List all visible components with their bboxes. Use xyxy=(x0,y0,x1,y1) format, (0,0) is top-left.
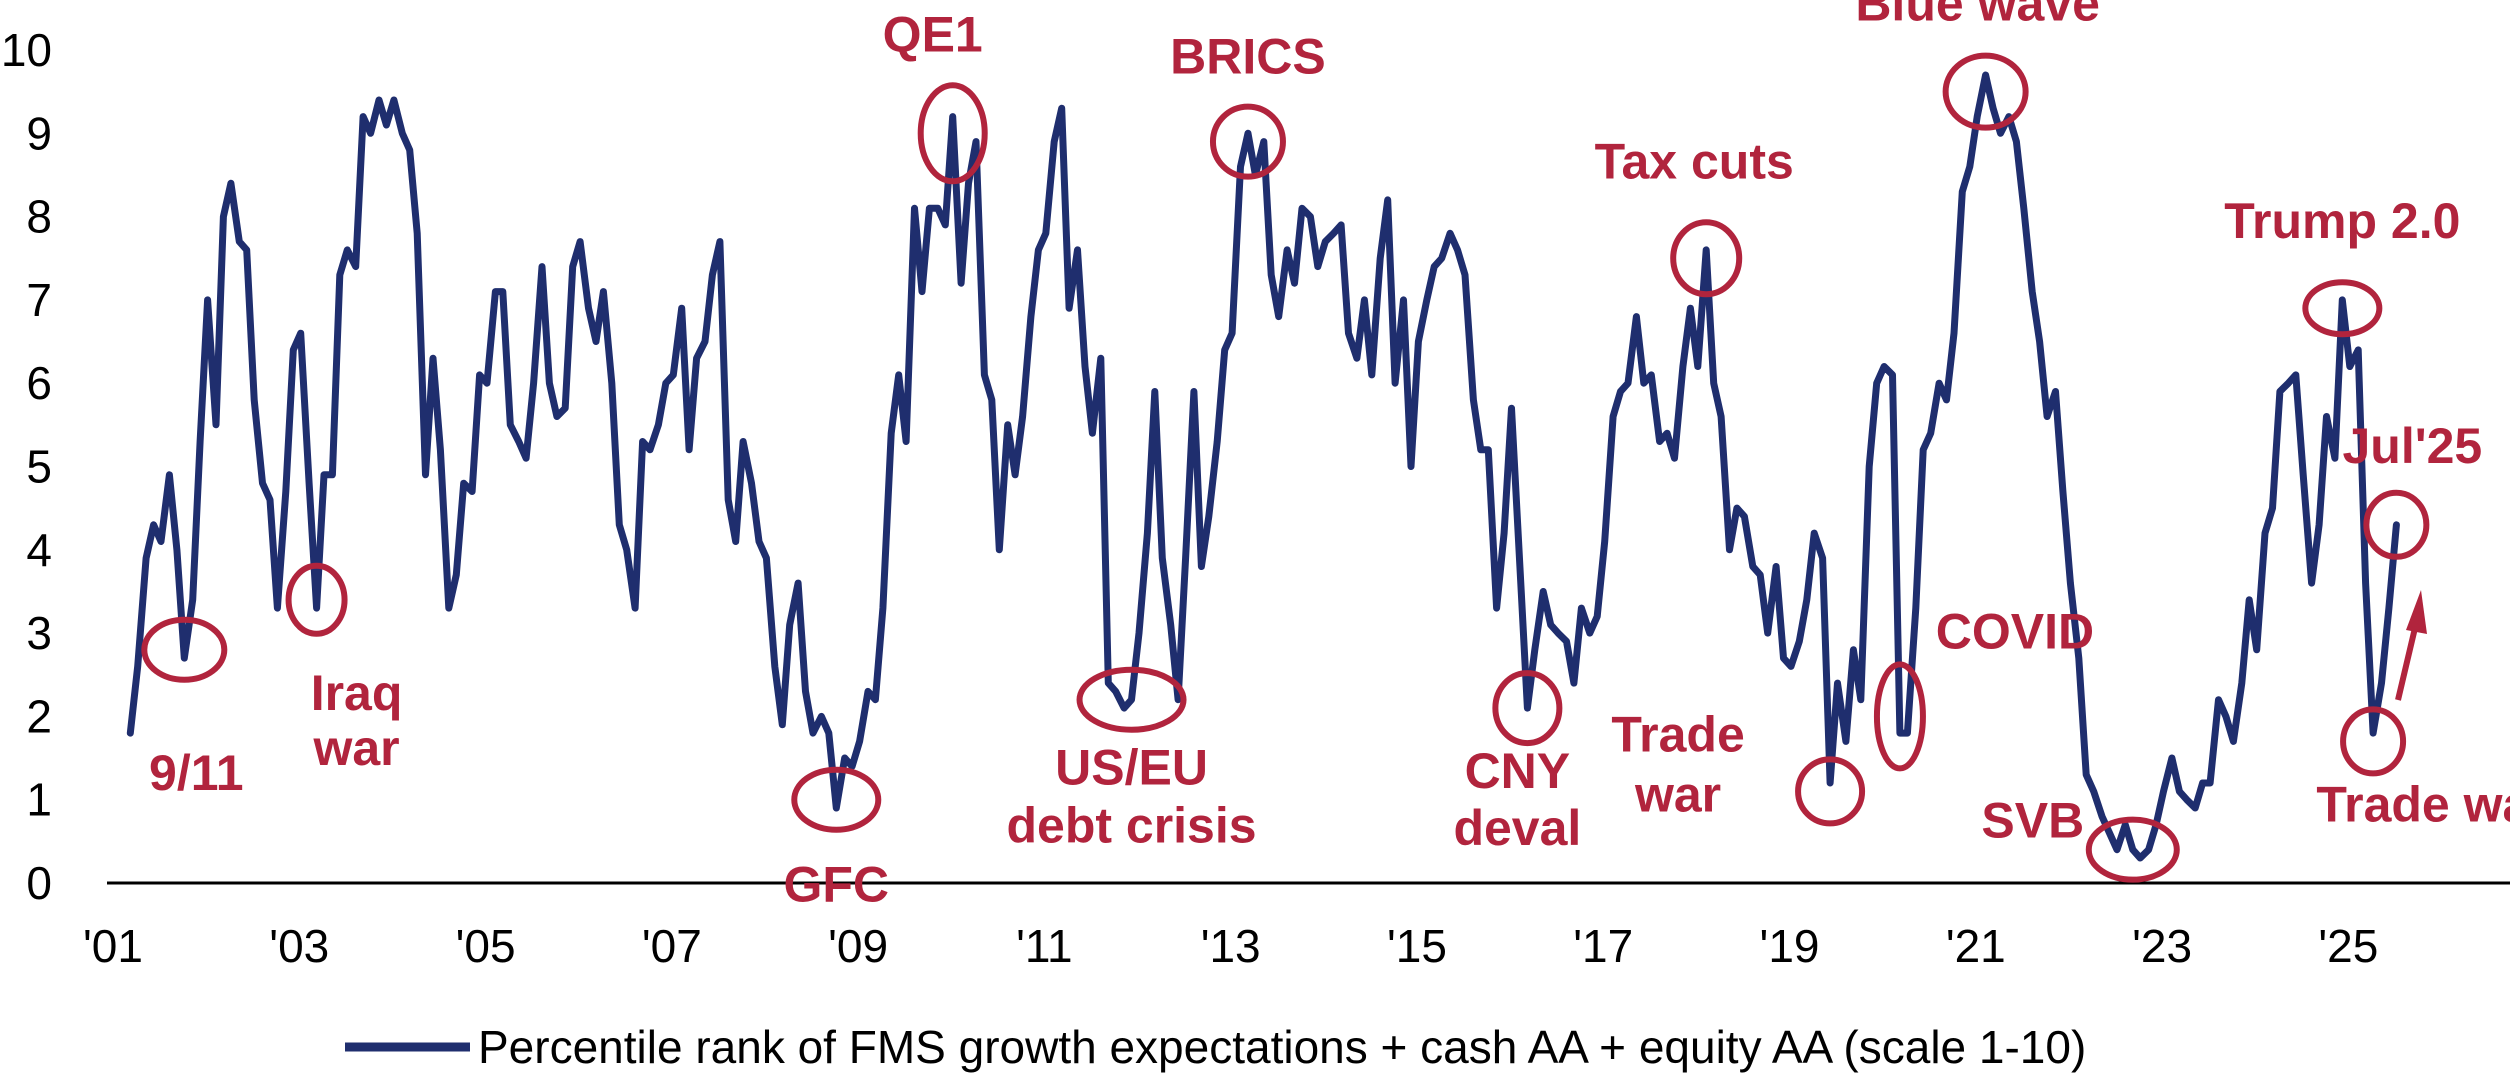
event-label: Jul'25 xyxy=(2342,418,2482,474)
x-tick-label: '03 xyxy=(269,920,329,972)
event-label: 9/11 xyxy=(149,745,244,801)
y-tick-label: 8 xyxy=(26,191,52,243)
y-tick-label: 2 xyxy=(26,690,52,742)
event-highlight-circle xyxy=(791,766,882,833)
event-label: Trade war xyxy=(1611,706,1744,822)
y-tick-label: 0 xyxy=(26,857,52,909)
y-tick-label: 5 xyxy=(26,441,52,493)
event-label: Tax cuts xyxy=(1595,133,1794,189)
y-tick-label: 10 xyxy=(1,24,52,76)
x-tick-label: '07 xyxy=(642,920,702,972)
x-tick-label: '05 xyxy=(456,920,516,972)
y-tick-label: 7 xyxy=(26,274,52,326)
event-label: Trump 2.0 xyxy=(2224,193,2460,249)
x-axis: '01 '03 '05 '07 '09 '11 '13 '15 '17 '19 '21 '23 '25 xyxy=(83,881,2510,972)
x-tick-label: '15 xyxy=(1387,920,1447,972)
legend-label: Percentile rank of FMS growth expectatio… xyxy=(478,1021,2086,1073)
event-label: SVB xyxy=(1981,793,2084,849)
event-highlight-circle xyxy=(1942,52,2029,131)
event-highlight-circle xyxy=(285,562,348,637)
x-tick-label: '11 xyxy=(1016,920,1073,972)
series-line xyxy=(126,71,2400,862)
event-label: QE1 xyxy=(883,6,983,62)
event-highlight-circle xyxy=(2363,489,2430,560)
event-highlight-circle xyxy=(1670,219,1743,298)
y-tick-label: 1 xyxy=(26,774,52,826)
event-label: Blue wave xyxy=(1855,0,2100,32)
x-tick-label: '19 xyxy=(1760,920,1820,972)
series-layer xyxy=(126,71,2400,862)
event-label: CNY deval xyxy=(1453,743,1581,856)
x-tick-label: '01 xyxy=(83,920,143,972)
x-tick-label: '21 xyxy=(1946,920,2006,972)
event-label: Trade war xyxy=(2316,776,2510,832)
upward-trend-arrow-icon xyxy=(2395,627,2418,701)
y-axis: 0 1 2 3 4 5 6 7 8 9 10 xyxy=(1,24,52,909)
x-tick-label: '13 xyxy=(1201,920,1261,972)
arrow-head-icon xyxy=(2406,590,2427,634)
x-tick-label: '09 xyxy=(828,920,888,972)
event-highlight-circle xyxy=(2085,816,2180,883)
event-label: GFC xyxy=(784,857,890,913)
event-highlight-circle xyxy=(1873,661,1926,772)
y-tick-label: 6 xyxy=(26,357,52,409)
x-tick-label: '25 xyxy=(2318,920,2378,972)
x-tick-label: '23 xyxy=(2132,920,2192,972)
event-highlight-circle xyxy=(1492,670,1563,747)
legend: Percentile rank of FMS growth expectatio… xyxy=(345,1021,2086,1073)
event-highlight-circle xyxy=(141,616,228,683)
y-tick-label: 9 xyxy=(26,107,52,159)
y-tick-label: 3 xyxy=(26,607,52,659)
event-highlight-circle xyxy=(2340,706,2407,777)
event-label: COVID xyxy=(1936,603,2094,659)
event-highlight-circle xyxy=(1076,666,1187,733)
event-highlight-circle xyxy=(1209,103,1286,180)
event-highlight-circle xyxy=(1795,756,1866,827)
event-highlight-circle xyxy=(917,82,988,185)
x-tick-label: '17 xyxy=(1573,920,1633,972)
annotation-layer: 9/11 Iraq war GFC QE1 US/EU debt crisis BRICS CN… xyxy=(141,0,2510,913)
event-label: Iraq war xyxy=(311,665,403,776)
y-tick-label: 4 xyxy=(26,524,52,576)
event-highlight-circle xyxy=(2302,279,2383,338)
event-label: US/EU debt crisis xyxy=(1006,740,1256,854)
event-label: BRICS xyxy=(1170,29,1326,85)
